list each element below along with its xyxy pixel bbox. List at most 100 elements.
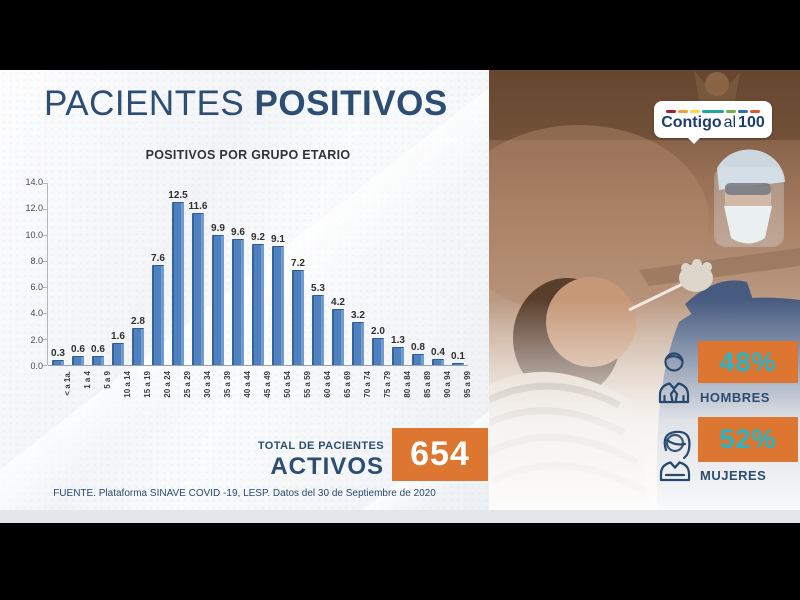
x-axis-label: 55 a 59 — [303, 371, 312, 398]
x-axis-label: 85 a 89 — [423, 371, 432, 398]
bar-column: 7.2 — [288, 183, 308, 365]
bar-column: 11.6 — [188, 183, 208, 365]
bar: 0.6 — [91, 344, 105, 365]
bar-column: 0.1 — [448, 183, 468, 365]
bar: 2.8 — [131, 316, 145, 365]
photo-panel: Contigo al 100 48% HOMBRES — [489, 70, 800, 510]
total-patients-value: 654 — [410, 435, 470, 473]
x-axis-label: 30 a 34 — [203, 371, 212, 398]
man-icon — [658, 352, 690, 404]
bar: 9.1 — [271, 234, 285, 365]
y-axis: 14.0 12.0 10.0 8.0 6.0 4.0 2.0 0.0 — [0, 177, 43, 371]
bar-column: 7.6 — [148, 183, 168, 365]
y-axis-tick: 10.0 — [25, 229, 43, 240]
bar: 0.6 — [71, 344, 85, 365]
bar-value-label: 2.0 — [371, 326, 385, 337]
source-note: FUENTE. Plataforma SINAVE COVID -19, LES… — [53, 488, 436, 499]
bar-column: 0.6 — [88, 183, 108, 365]
bar: 7.2 — [291, 258, 305, 365]
x-axis-label: 80 a 84 — [403, 371, 412, 398]
bar-column: 0.6 — [68, 183, 88, 365]
mujeres-label: MUJERES — [700, 468, 767, 483]
y-axis-tick: 14.0 — [25, 177, 43, 187]
bar: 1.6 — [111, 331, 125, 365]
bar: 9.9 — [211, 223, 225, 365]
page-title-bold: POSITIVOS — [254, 84, 448, 123]
y-axis-line — [47, 183, 48, 365]
x-axis-label: 25 a 29 — [183, 371, 192, 398]
bar-value-label: 9.2 — [251, 232, 265, 244]
bar-column: 1.3 — [388, 183, 408, 365]
total-patients-labels: TOTAL DE PACIENTES ACTIVOS — [200, 440, 384, 481]
bar-column: 9.6 — [228, 183, 248, 365]
x-axis-label: 45 a 49 — [263, 371, 272, 398]
bar-column: 0.8 — [408, 183, 428, 365]
bar-columns: 0.3 0.6 0.6 1.6 2.8 7.6 12.5 11.6 9.9 9.6 9.2 9.1 7.… — [48, 183, 468, 366]
bar-value-label: 0.1 — [451, 350, 465, 362]
bar: 0.8 — [411, 342, 425, 365]
bar: 1.3 — [391, 335, 405, 365]
logo-word-bold: Contigo — [661, 114, 722, 131]
x-axis-label: 50 a 54 — [283, 371, 292, 398]
bar-column: 9.2 — [248, 183, 268, 365]
x-axis-labels: < a 1a. 1 a 4 5 a 9 10 a 14 15 a 19 20 a 24 25… — [48, 368, 472, 420]
bar-column: 0.4 — [428, 183, 448, 365]
chart-panel: PACIENTES POSITIVOS POSITIVOS POR GRUPO … — [0, 70, 489, 510]
x-axis-label: 75 a 79 — [383, 371, 392, 398]
x-axis-label: 20 a 24 — [163, 371, 172, 398]
bar-column: 12.5 — [168, 183, 188, 365]
x-axis-label: 65 a 69 — [343, 371, 352, 398]
bar-value-label: 0.4 — [431, 346, 445, 358]
logo-dash — [678, 110, 688, 113]
x-axis-label: 90 a 94 — [443, 371, 452, 398]
bar: 4.2 — [331, 297, 345, 365]
slide: PACIENTES POSITIVOS POSITIVOS POR GRUPO … — [0, 70, 800, 510]
x-axis-label: 60 a 64 — [323, 371, 332, 398]
bar-value-label: 12.5 — [168, 189, 188, 201]
logo-dashes — [666, 110, 760, 113]
logo-dash — [726, 110, 736, 113]
y-axis-tick: 2.0 — [30, 334, 43, 345]
x-axis-label: 5 a 9 — [103, 371, 112, 389]
mujeres-percentage-box: 52% — [698, 417, 798, 462]
bar-column: 5.3 — [308, 183, 328, 365]
bar-value-label: 1.6 — [111, 331, 125, 343]
hombres-label: HOMBRES — [700, 390, 770, 405]
bar: 5.3 — [311, 283, 325, 365]
bar: 0.4 — [431, 347, 445, 365]
bar-column: 9.1 — [268, 183, 288, 365]
bar-value-label: 4.2 — [331, 297, 345, 309]
bar-value-label: 7.6 — [151, 253, 165, 265]
bar-value-label: 0.8 — [411, 341, 425, 353]
slide-bottom-edge — [0, 510, 800, 523]
x-axis-label: < a 1a. — [63, 371, 72, 396]
page-title-regular: PACIENTES — [44, 84, 245, 123]
bar: 11.6 — [189, 201, 207, 365]
bar-value-label: 3.2 — [351, 310, 365, 322]
bar-value-label: 1.3 — [391, 335, 405, 347]
logo-dash — [690, 110, 700, 113]
x-axis-label: 15 a 19 — [143, 371, 152, 398]
bar-column: 1.6 — [108, 183, 128, 365]
bar-value-label: 0.6 — [71, 344, 85, 356]
bar-value-label: 2.8 — [131, 315, 145, 327]
bar-column: 4.2 — [328, 183, 348, 365]
woman-icon — [659, 430, 691, 482]
logo-dash — [666, 110, 676, 113]
bar: 0.1 — [451, 351, 465, 365]
bar-column: 2.0 — [368, 183, 388, 365]
y-axis-tick: 4.0 — [30, 308, 43, 319]
hombres-percentage: 48% — [719, 346, 777, 377]
total-patients-big-label: ACTIVOS — [270, 453, 384, 480]
bar-value-label: 9.1 — [271, 233, 285, 245]
x-axis-label: 40 a 44 — [243, 371, 252, 398]
y-axis-ticks — [43, 183, 47, 366]
chart-title: POSITIVOS POR GRUPO ETARIO — [145, 148, 351, 162]
bar-column: 0.3 — [48, 183, 68, 365]
bar-column: 9.9 — [208, 183, 228, 365]
bar-value-label: 11.6 — [188, 201, 208, 213]
x-axis-label: 10 a 14 — [123, 371, 132, 398]
bar-column: 2.8 — [128, 183, 148, 365]
x-axis-label: 1 a 4 — [83, 371, 92, 389]
